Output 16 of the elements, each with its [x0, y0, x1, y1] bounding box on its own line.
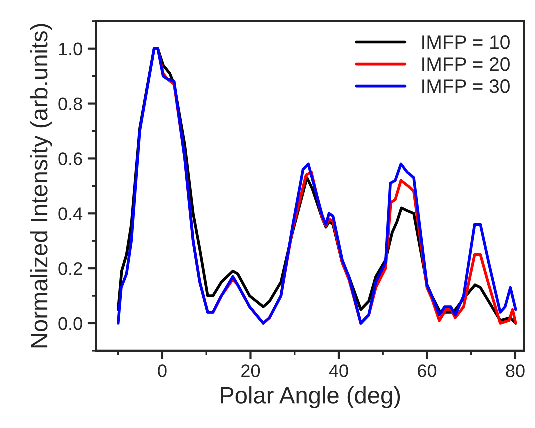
x-tick-label: 40 — [329, 364, 348, 378]
y-axis-title: Normalized Intensity (arb.units) — [30, 24, 52, 348]
y-tick-label: 1.0 — [59, 42, 82, 56]
y-tick-label: 0.6 — [58, 152, 82, 166]
legend-label: IMFP = 20 — [422, 58, 510, 72]
x-axis-title: Polar Angle (deg) — [221, 386, 400, 409]
y-tick-label: 0.4 — [58, 208, 83, 220]
y-tick-label: 0.8 — [58, 98, 82, 111]
x-tick-label: 0 — [158, 364, 167, 378]
y-tick-label: 0.0 — [58, 317, 82, 330]
x-tick-label: 60 — [418, 364, 437, 378]
y-tick-label: 0.2 — [58, 262, 82, 276]
legend-label: IMFP = 30 — [422, 80, 510, 94]
x-tick-label: 20 — [242, 364, 260, 378]
x-tick-label: 80 — [506, 364, 525, 378]
legend-label: IMFP = 10 — [422, 36, 510, 50]
